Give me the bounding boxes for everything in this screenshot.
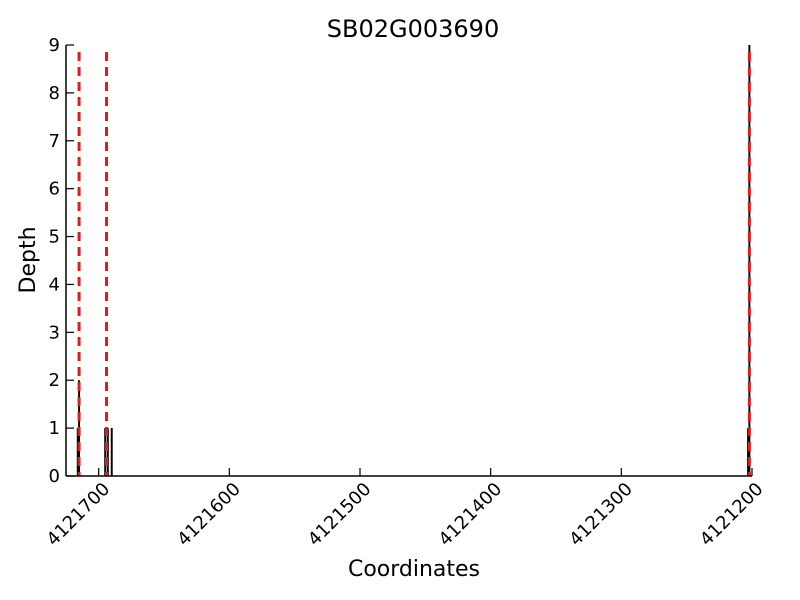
chart-title: SB02G003690: [327, 15, 499, 43]
bar-3: [106, 428, 109, 476]
y-tick-label-1: 1: [49, 418, 60, 439]
y-ticks: 0 1 2 3 4 5 6 7 8 9: [49, 35, 74, 487]
bar-6: [748, 45, 751, 476]
x-tick-label-4121700: 4121700: [43, 479, 115, 551]
x-ticks: 4121700 4121600 4121500 4121400 4121300 41212…: [43, 468, 768, 550]
bar-0: [76, 428, 79, 476]
y-tick-label-9: 9: [49, 35, 60, 56]
y-tick-label-5: 5: [49, 227, 60, 248]
bars-layer: [76, 45, 751, 476]
x-tick-label-4121500: 4121500: [304, 479, 376, 551]
bar-2: [104, 428, 107, 476]
y-tick-label-0: 0: [49, 466, 60, 487]
x-tick-label-4121300: 4121300: [565, 479, 637, 551]
y-tick-label-8: 8: [49, 83, 60, 104]
y-tick-label-3: 3: [49, 322, 60, 343]
markers-layer: [77, 52, 751, 476]
y-tick-label-6: 6: [49, 179, 60, 200]
bar-5: [747, 428, 750, 476]
x-tick-label-4121400: 4121400: [435, 479, 507, 551]
x-tick-label-4121200: 4121200: [696, 479, 768, 551]
x-tick-label-4121600: 4121600: [173, 479, 245, 551]
y-tick-label-2: 2: [49, 370, 60, 391]
x-axis-label: Coordinates: [348, 557, 480, 582]
y-axis-label: Depth: [16, 226, 41, 293]
bar-4: [110, 428, 113, 476]
y-tick-label-4: 4: [49, 274, 60, 295]
y-tick-label-7: 7: [49, 131, 60, 152]
